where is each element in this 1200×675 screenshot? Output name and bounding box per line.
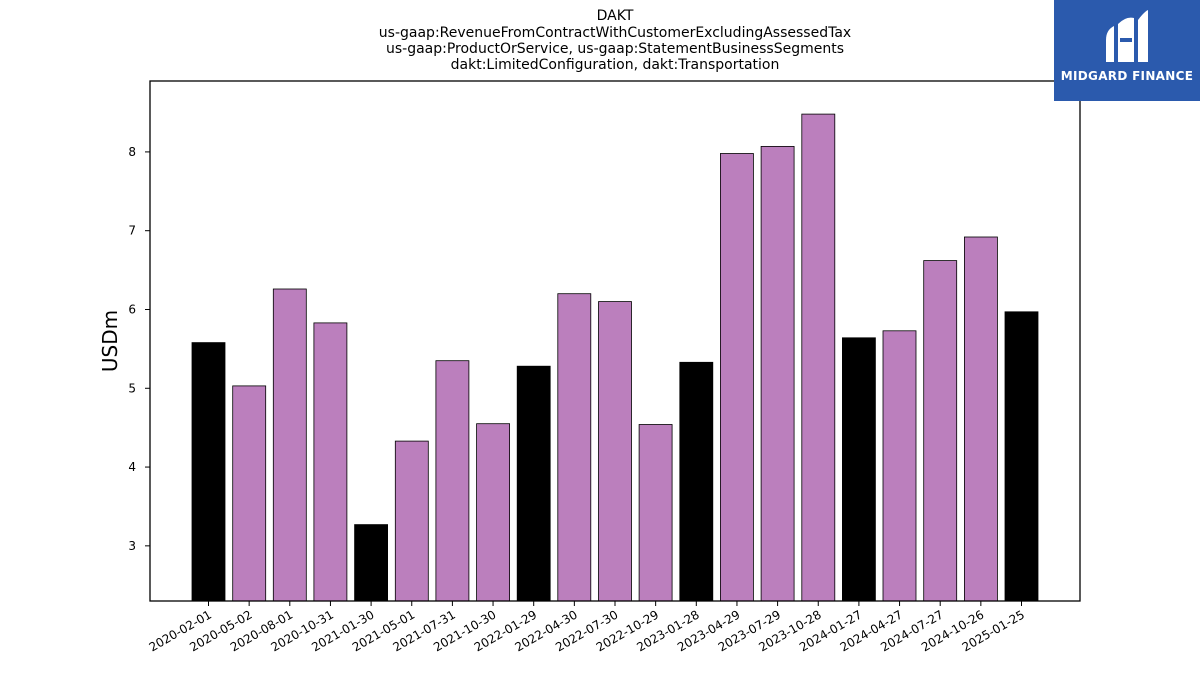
bar-2023-10-28 xyxy=(801,113,836,602)
y-axis: 3 4 5 6 7 8 xyxy=(128,145,150,553)
chart-title-line-1: DAKT xyxy=(596,8,634,24)
y-tick-label: 8 xyxy=(128,145,136,159)
midgard-finance-logo: MIDGARD FINANCE xyxy=(1054,0,1200,101)
y-tick-label: 6 xyxy=(128,302,136,316)
bar-2022-07-30 xyxy=(598,301,632,602)
bar-2025-01-25 xyxy=(1004,311,1039,602)
bar-2022-01-29 xyxy=(516,365,551,602)
bar-2022-10-29 xyxy=(638,424,673,602)
logo-mark-cut xyxy=(1120,38,1132,42)
bar-2024-04-27 xyxy=(882,330,917,602)
bar-2021-10-30 xyxy=(476,423,511,602)
midgard-logo-icon xyxy=(1054,0,1200,101)
bar-2023-07-29 xyxy=(760,145,795,602)
bar-2022-04-30 xyxy=(557,293,592,602)
y-tick-label: 4 xyxy=(128,460,136,474)
chart-title-line-3: us-gaap:ProductOrService, us-gaap:Statem… xyxy=(385,41,844,57)
bar-series xyxy=(191,113,1039,602)
bar-2020-10-31 xyxy=(313,322,348,602)
bar-2021-07-31 xyxy=(435,360,470,602)
logo-text: MIDGARD FINANCE xyxy=(1060,69,1194,83)
y-tick-label: 5 xyxy=(128,381,136,395)
bar-2020-08-01 xyxy=(272,288,307,602)
bar-2020-05-02 xyxy=(232,385,267,602)
bar-2020-02-01 xyxy=(191,342,226,602)
x-axis: 2020-02-012020-05-022020-08-012020-10-31… xyxy=(147,601,1027,654)
bar-2023-04-29 xyxy=(720,153,754,602)
logo-mark-right xyxy=(1138,10,1148,62)
bar-2024-07-27 xyxy=(923,260,958,602)
bar-2024-01-27 xyxy=(842,337,876,602)
bar-2023-01-28 xyxy=(679,361,714,602)
bar-2024-10-26 xyxy=(964,236,998,602)
y-axis-label: USDm xyxy=(98,310,122,372)
chart-title-line-4: dakt:LimitedConfiguration, dakt:Transpor… xyxy=(450,57,780,73)
bar-2021-05-01 xyxy=(394,440,429,602)
chart-title-line-2: us-gaap:RevenueFromContractWithCustomerE… xyxy=(378,25,852,41)
bar-2021-01-30 xyxy=(354,524,389,602)
logo-mark-left xyxy=(1106,26,1114,62)
plot-frame xyxy=(149,80,1081,602)
y-tick-label: 3 xyxy=(128,539,136,553)
y-tick-label: 7 xyxy=(128,224,136,238)
